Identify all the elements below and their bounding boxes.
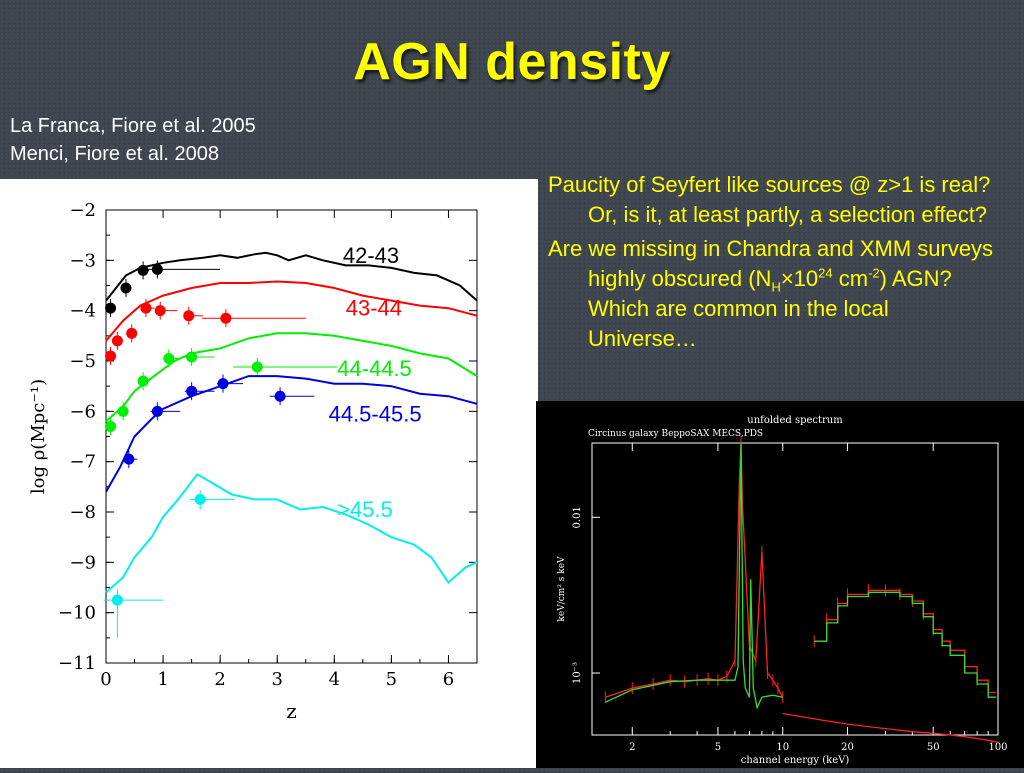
spectrum-frame xyxy=(591,442,999,736)
data-point xyxy=(105,350,117,362)
x-tick-label: 1 xyxy=(157,669,168,690)
y-tick-label: −9 xyxy=(69,552,96,573)
data-point xyxy=(163,352,175,364)
data-point xyxy=(123,453,135,465)
spectrum-title: unfolded spectrum xyxy=(747,415,843,426)
y-tick-label: 10⁻³ xyxy=(572,662,583,684)
x-tick-label: 10 xyxy=(776,742,789,753)
data-point xyxy=(186,351,198,363)
spectrum-chart: unfolded spectrum Circinus galaxy BeppoSA… xyxy=(557,415,1008,766)
agn-density-chart-panel: 0 1 2 3 4 5 6 −2 −3 −4 −5 −6 −7 −8 −9 −10 −11 z log ρ(Mpc⁻… xyxy=(0,179,538,768)
bullet-2-text-c: cm xyxy=(832,266,869,291)
y-tick-label: −11 xyxy=(58,653,96,674)
spectrum-series-PDS-model xyxy=(814,591,997,698)
spectrum-line xyxy=(814,591,997,698)
model-curve xyxy=(105,375,478,493)
data-point xyxy=(183,310,195,322)
data-point xyxy=(154,305,166,317)
series->45.5 xyxy=(103,472,478,638)
model-curve xyxy=(105,472,478,594)
x-tick-label: 100 xyxy=(988,742,1007,753)
spectrum-series-model xyxy=(605,442,783,710)
bullet-2-text-a: Are we missing in Chandra and XMM survey… xyxy=(548,236,994,291)
bullet-2: Are we missing in Chandra and XMM survey… xyxy=(548,234,998,354)
x-tick-label: 5 xyxy=(386,669,397,690)
data-point xyxy=(105,420,117,432)
x-tick-label: 20 xyxy=(841,742,854,753)
data-point xyxy=(251,361,263,373)
bullet-2-text-d: ) AGN? Which are common in the local Uni… xyxy=(588,266,952,351)
y-axis-label: log ρ(Mpc⁻¹) xyxy=(28,379,49,494)
spectrum-chart-panel: unfolded spectrum Circinus galaxy BeppoSA… xyxy=(536,401,1024,768)
spectrum-line xyxy=(814,589,997,694)
x-tick-label: 0 xyxy=(100,669,111,690)
series-43-44 xyxy=(105,280,478,365)
data-point xyxy=(186,385,198,397)
y-tick-label: −3 xyxy=(69,250,96,271)
spectrum-series-PDS xyxy=(813,584,997,699)
data-point xyxy=(217,378,229,390)
series-label: 43-44 xyxy=(346,296,402,321)
series-label: 44.5-45.5 xyxy=(329,401,422,426)
spectrum-subtitle: Circinus galaxy BeppoSAX MECS,PDS xyxy=(588,429,763,439)
data-point xyxy=(137,375,149,387)
bullet-list: Paucity of Seyfert like sources @ z>1 is… xyxy=(548,170,998,358)
x-tick-label: 50 xyxy=(927,742,940,753)
data-point xyxy=(151,405,163,417)
y-tick-label: −2 xyxy=(69,200,96,221)
data-point xyxy=(220,312,232,324)
data-point xyxy=(194,493,206,505)
bullet-2-sub: H xyxy=(771,279,781,295)
slide-title: AGN density xyxy=(353,33,671,91)
series-label: 42-43 xyxy=(343,243,399,268)
bullet-2-text-b: ×10 xyxy=(780,266,819,291)
model-curve xyxy=(105,251,478,302)
spectrum-series-MECS xyxy=(604,437,784,704)
x-tick-label: 3 xyxy=(272,669,283,690)
spectrum-line xyxy=(782,712,999,743)
spectrum-line xyxy=(605,442,784,698)
data-point xyxy=(117,405,129,417)
series-label: 44-44.5 xyxy=(337,356,412,381)
x-tick-label: 6 xyxy=(443,669,454,690)
spectrum-series-component xyxy=(782,712,999,743)
x-tick-label: 5 xyxy=(715,742,721,753)
bullet-2-sup-1: 24 xyxy=(818,265,833,281)
series-44.5-45.5 xyxy=(105,374,478,493)
citation-2: Menci, Fiore et al. 2008 xyxy=(10,143,219,165)
x-axis-label: z xyxy=(286,699,297,723)
y-tick-label: −8 xyxy=(69,502,96,523)
series-label: >45.5 xyxy=(337,497,393,522)
y-tick-label: 0.01 xyxy=(572,506,583,528)
y-tick-label: −10 xyxy=(58,603,96,624)
y-tick-label: −6 xyxy=(69,401,96,422)
data-point xyxy=(111,335,123,347)
data-point xyxy=(140,302,152,314)
spectrum-line xyxy=(605,442,783,710)
y-tick-label: −4 xyxy=(69,301,96,322)
spectrum-y-label: keV/cm² s keV xyxy=(557,556,567,622)
data-point xyxy=(137,264,149,276)
x-tick-label: 2 xyxy=(214,669,225,690)
series-42-43 xyxy=(105,251,478,318)
bullet-1: Paucity of Seyfert like sources @ z>1 is… xyxy=(548,172,991,227)
x-tick-label: 2 xyxy=(629,742,635,753)
data-point xyxy=(151,263,163,275)
data-point xyxy=(274,390,286,402)
data-point xyxy=(105,302,117,314)
agn-density-chart: 0 1 2 3 4 5 6 −2 −3 −4 −5 −6 −7 −8 −9 −10 −11 z log ρ(Mpc⁻… xyxy=(28,200,478,723)
data-point xyxy=(111,594,123,606)
data-point xyxy=(120,282,132,294)
plot-frame xyxy=(105,209,478,664)
spectrum-x-label: channel energy (keV) xyxy=(741,755,850,766)
data-point xyxy=(126,327,138,339)
series-44-44.5 xyxy=(105,332,478,436)
x-tick-label: 4 xyxy=(329,669,340,690)
bullet-2-sup-2: -2 xyxy=(868,265,880,281)
model-curve xyxy=(105,280,478,342)
citation-1: La Franca, Fiore et al. 2005 xyxy=(10,115,256,137)
y-tick-label: −5 xyxy=(69,351,96,372)
y-tick-label: −7 xyxy=(69,452,96,473)
